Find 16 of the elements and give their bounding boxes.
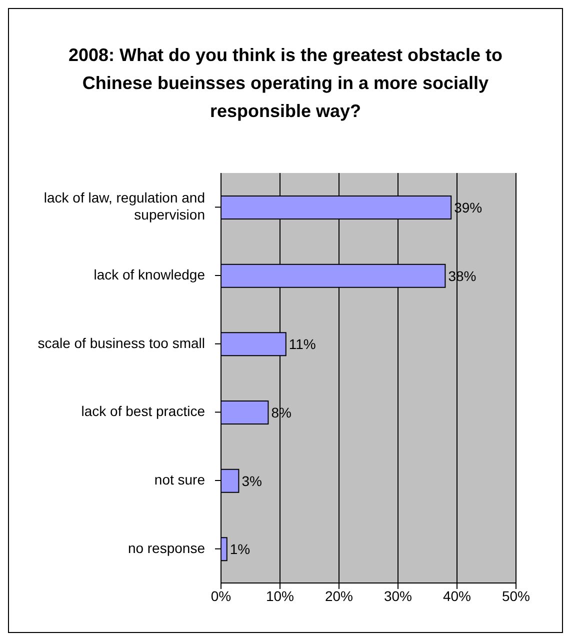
y-tick-label: scale of business too small [38,334,205,351]
x-tick-label: 10% [266,588,294,604]
y-tick-label: lack of law, regulation and supervision [44,189,205,222]
data-label: 1% [230,541,250,558]
y-tick-label: lack of best practice [81,402,206,419]
y-tick-label: lack of knowledge [94,266,206,282]
chart-title: 2008: What do you think is the greatest obstacle to Chinese bueinsses operating in a more socially responsible way? [67,44,504,123]
x-tick-label: 30% [384,588,412,604]
x-tick-label: 20% [324,588,354,604]
x-tick-label: 40% [442,588,472,604]
data-label: 11% [288,336,316,352]
x-tick-label: 50% [502,588,530,604]
x-tick-label: 0% [210,588,232,604]
data-label: 3% [242,472,262,489]
y-tick-label: no response [128,540,206,556]
y-tick-label: not sure [154,471,206,488]
